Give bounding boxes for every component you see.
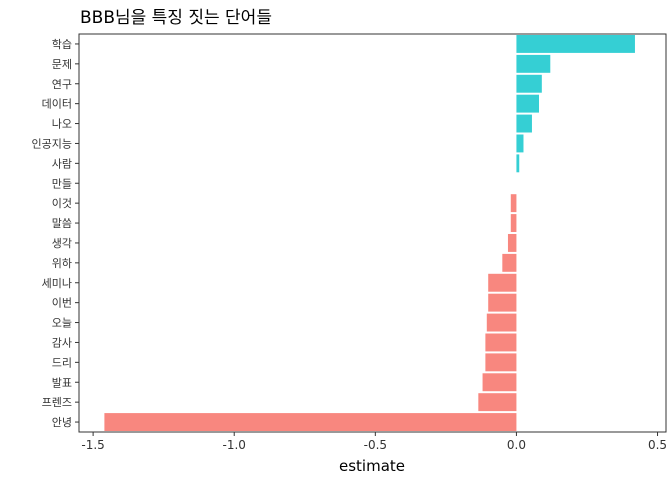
bar — [516, 154, 520, 173]
x-tick-label: -1.0 — [223, 438, 246, 452]
bar — [510, 214, 517, 233]
chart-title: BBB님을 특징 짓는 단어들 — [80, 8, 272, 28]
bar — [516, 74, 542, 93]
x-axis-title: estimate — [339, 457, 405, 475]
x-tick-label: 0.0 — [507, 438, 526, 452]
bar — [516, 114, 532, 133]
panel-border — [78, 33, 667, 433]
y-tick-label: 생각 — [52, 237, 72, 250]
y-tick-label: 사람 — [52, 157, 72, 170]
y-tick-label: 문제 — [52, 58, 72, 71]
bar — [507, 233, 517, 252]
bar — [478, 393, 517, 412]
x-tick-label: 0.5 — [648, 438, 667, 452]
y-tick-label: 말씀 — [52, 217, 72, 230]
bar — [502, 253, 517, 272]
bar — [485, 353, 517, 372]
y-tick-label: 만들 — [52, 177, 72, 190]
bar — [485, 333, 517, 352]
y-tick-label: 학습 — [52, 38, 72, 51]
y-tick-label: 감사 — [52, 336, 72, 349]
y-tick-label: 연구 — [52, 78, 72, 91]
y-tick-label: 오늘 — [52, 317, 72, 330]
y-tick-label: 이것 — [52, 197, 72, 210]
y-tick-label: 드리 — [52, 356, 72, 369]
y-tick-label: 인공지능 — [32, 137, 72, 150]
x-tick-label: -0.5 — [364, 438, 387, 452]
y-tick-label: 위하 — [52, 256, 72, 270]
y-tick-label: 프렌즈 — [42, 396, 72, 409]
x-axis: -1.5 -1.0 -0.5 0.0 0.5 — [81, 432, 667, 452]
y-tick-label: 세미나 — [42, 277, 72, 290]
bar — [488, 293, 517, 312]
x-tick-label: -1.5 — [81, 438, 104, 452]
bar — [488, 273, 517, 292]
bar — [104, 413, 517, 432]
bar — [516, 54, 551, 73]
y-tick-label: 나오 — [52, 118, 72, 131]
bar — [516, 34, 635, 53]
y-axis: 학습문제연구데이터나오인공지능사람만들이것말씀생각위하세미나이번오늘감사드리발표… — [32, 38, 79, 429]
y-tick-label: 안녕 — [52, 416, 72, 429]
y-tick-label: 데이터 — [42, 98, 72, 111]
bar — [516, 134, 524, 153]
bar — [516, 94, 540, 113]
bar — [482, 373, 517, 392]
bars-layer — [104, 34, 635, 432]
y-tick-label: 발표 — [52, 376, 72, 389]
bar — [510, 194, 517, 213]
bar — [486, 313, 517, 332]
y-tick-label: 이번 — [52, 297, 72, 310]
